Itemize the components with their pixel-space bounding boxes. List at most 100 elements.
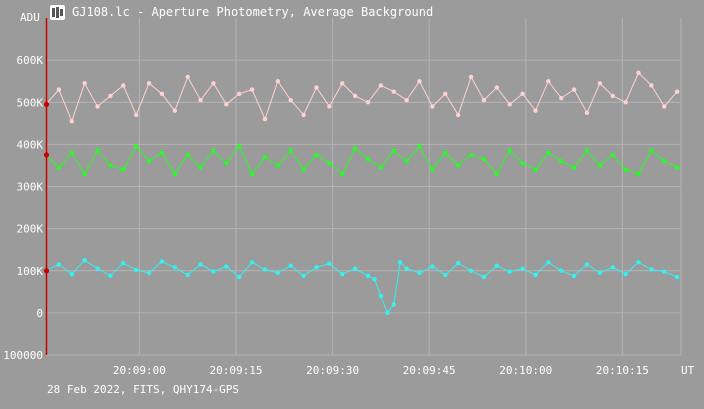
data-point: [301, 273, 306, 279]
data-point: [649, 148, 654, 153]
data-point: [95, 266, 100, 271]
data-point: [121, 83, 126, 88]
data-point: [275, 78, 281, 84]
data-point: [237, 144, 242, 149]
data-point: [649, 267, 654, 272]
data-point: [82, 171, 87, 177]
data-point: [198, 262, 203, 267]
data-point: [237, 274, 242, 280]
data-point: [82, 81, 87, 86]
data-point: [69, 271, 74, 277]
cursor-marker: [43, 101, 50, 107]
window-title: GJ108.lc - Aperture Photometry, Average …: [72, 5, 434, 19]
series-line: [45, 145, 678, 175]
data-point: [584, 110, 590, 115]
data-point: [275, 163, 281, 168]
data-point: [262, 154, 268, 160]
title-bar: GJ108.lc - Aperture Photometry, Average …: [50, 3, 433, 21]
telescope-app-icon[interactable]: [50, 4, 65, 20]
data-point: [288, 97, 293, 103]
series-2: [43, 144, 680, 177]
data-point: [275, 270, 281, 276]
data-point: [159, 91, 165, 97]
data-point: [365, 100, 371, 105]
x-axis-label: UT: [681, 364, 695, 377]
data-point: [288, 148, 293, 153]
data-point: [481, 274, 487, 280]
data-point: [378, 293, 384, 299]
data-point: [172, 108, 178, 113]
data-point: [636, 70, 641, 75]
data-point: [365, 273, 371, 279]
data-point: [571, 87, 577, 92]
data-point: [133, 144, 139, 149]
data-point: [533, 108, 538, 113]
y-tick-label: 0: [36, 307, 43, 320]
series-line: [45, 71, 678, 123]
data-point: [301, 112, 306, 118]
y-tick-label: 100000: [3, 349, 43, 362]
data-point: [584, 148, 590, 153]
footer-info: 28 Feb 2022, FITS, QHY174-GPS: [47, 383, 240, 396]
data-point: [662, 104, 667, 109]
data-point: [224, 264, 229, 269]
data-point: [417, 144, 422, 149]
data-point: [649, 83, 654, 88]
data-point: [546, 260, 551, 265]
data-point: [455, 163, 461, 168]
data-point: [185, 272, 190, 278]
data-point: [378, 165, 384, 170]
data-point: [95, 148, 100, 153]
data-point: [674, 274, 680, 280]
data-point: [623, 271, 628, 277]
data-point: [340, 271, 345, 277]
data-point: [430, 167, 435, 172]
x-tick-label: 20:09:45: [403, 364, 456, 377]
cursor-marker: [43, 268, 50, 274]
data-point: [159, 150, 165, 155]
data-point: [288, 263, 293, 268]
data-point: [198, 165, 203, 170]
data-point: [404, 97, 409, 103]
data-point: [108, 273, 113, 279]
y-tick-label: 600K: [17, 54, 44, 67]
data-point: [159, 259, 165, 264]
data-point: [636, 171, 641, 177]
data-point: [211, 148, 216, 153]
data-point: [520, 266, 525, 271]
data-point: [237, 91, 242, 97]
data-point: [224, 161, 229, 166]
data-point: [211, 81, 216, 86]
data-point: [520, 161, 525, 166]
data-point: [378, 83, 384, 88]
data-point: [404, 159, 409, 164]
data-point: [198, 97, 203, 103]
data-point: [494, 171, 500, 177]
data-point: [69, 119, 74, 124]
series-3: [43, 258, 680, 316]
y-tick-label: 300K: [17, 181, 44, 194]
y-tick-label: 500K: [17, 96, 44, 109]
data-point: [82, 258, 87, 263]
data-point: [391, 89, 396, 94]
data-point: [352, 146, 358, 151]
data-point: [108, 163, 113, 168]
data-point: [559, 159, 564, 164]
data-point: [211, 269, 216, 274]
data-point: [430, 104, 435, 109]
data-point: [314, 265, 319, 270]
data-point: [546, 78, 551, 84]
data-point: [133, 112, 139, 118]
data-point: [468, 152, 474, 158]
data-point: [610, 152, 615, 158]
data-point: [559, 95, 564, 101]
data-point: [443, 272, 448, 278]
data-point: [340, 81, 345, 86]
data-point: [56, 262, 62, 267]
data-point: [146, 81, 152, 86]
data-point: [327, 261, 332, 266]
data-point: [146, 270, 152, 276]
data-point: [494, 263, 500, 268]
